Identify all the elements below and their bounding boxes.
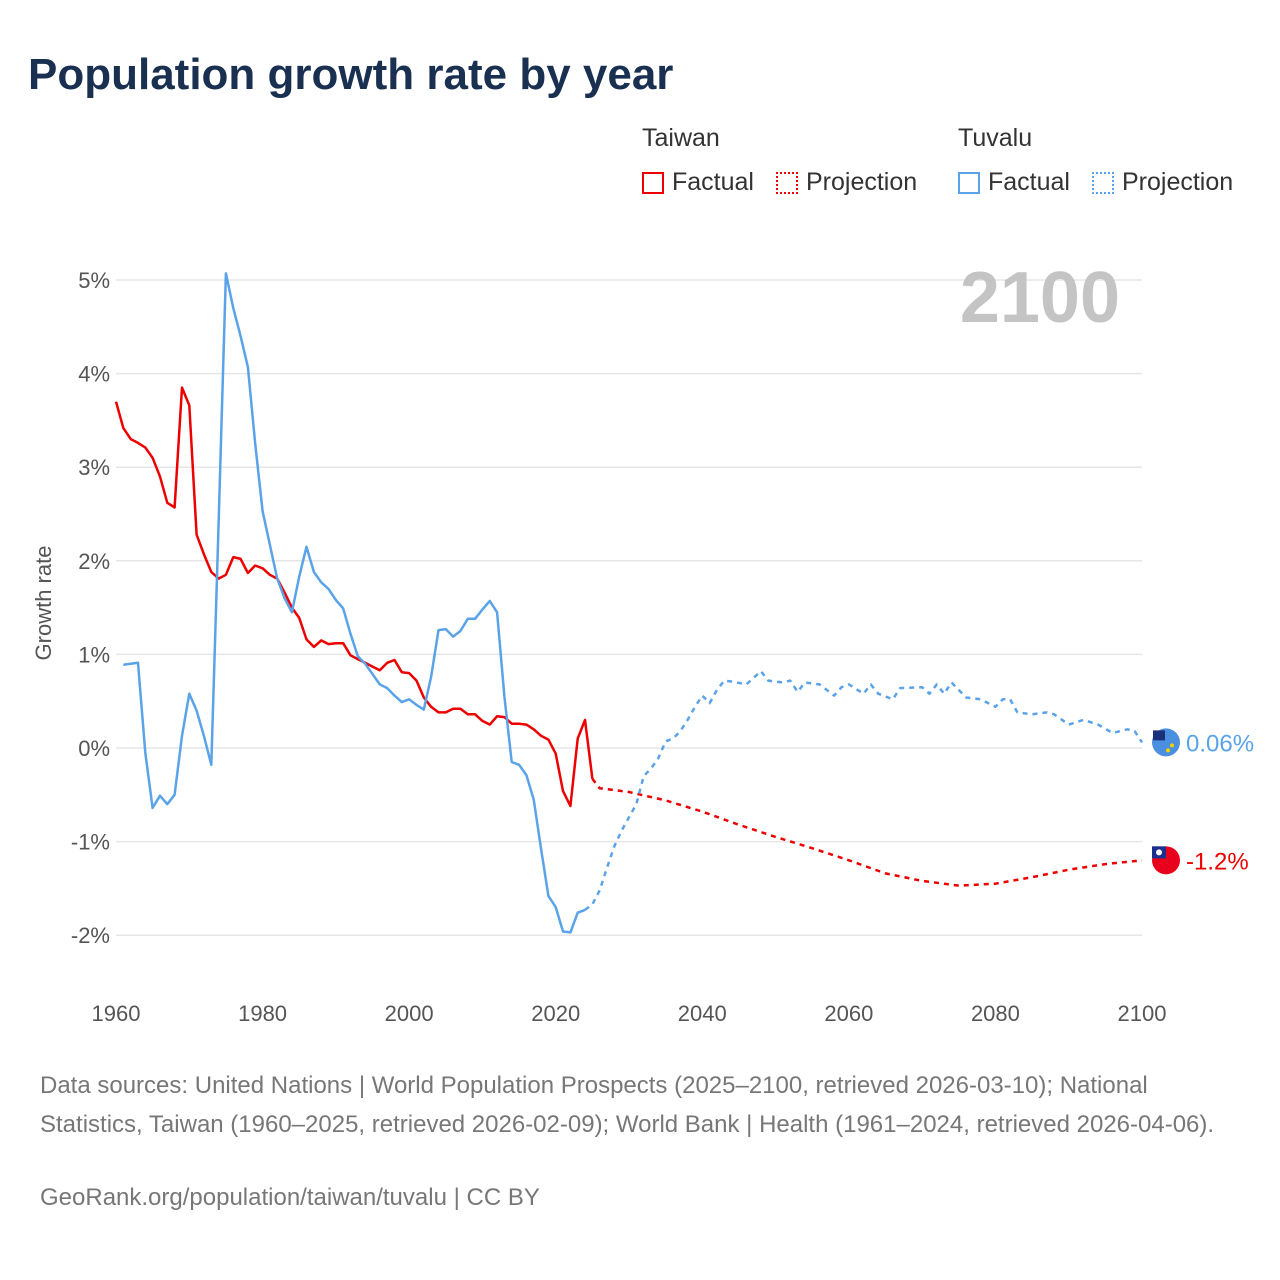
legend-label: Factual	[672, 168, 754, 196]
y-tick-label: 0%	[78, 736, 110, 761]
y-tick-label: 2%	[78, 549, 110, 574]
legend-group-tuvalu: Tuvalu	[958, 124, 1033, 152]
y-tick-label: -1%	[71, 830, 110, 855]
legend-swatch-solid	[642, 171, 664, 194]
x-tick-label: 2040	[678, 1001, 727, 1026]
end-value-label: -1.2%	[1186, 848, 1249, 875]
y-axis-label: Growth rate	[31, 546, 56, 661]
legend-tuvalu-projection[interactable]: Projection	[1092, 168, 1233, 197]
x-tick-label: 2060	[824, 1001, 873, 1026]
year-watermark: 2100	[960, 258, 1120, 338]
y-tick-label: 1%	[78, 642, 110, 667]
legend-swatch-dotted	[1092, 171, 1114, 194]
legend-taiwan-factual[interactable]: Factual	[642, 168, 754, 197]
end-value-label: 0.06%	[1186, 730, 1254, 757]
tuvalu-factual-line	[123, 272, 586, 934]
legend-label: Factual	[988, 168, 1070, 196]
y-tick-label: 4%	[78, 362, 110, 387]
legend-label: Projection	[806, 168, 918, 196]
taiwan-projection-line	[591, 778, 1143, 887]
x-tick-label: 2020	[531, 1001, 580, 1026]
x-tick-label: 2000	[385, 1001, 434, 1026]
x-tick-label: 2100	[1118, 1001, 1167, 1026]
taiwan-factual-line	[114, 386, 594, 808]
y-tick-label: -2%	[71, 923, 110, 948]
taiwan-flag-marker	[1152, 846, 1180, 875]
tuvalu-projection-line	[584, 669, 1144, 911]
y-tick-label: 5%	[78, 268, 110, 293]
data-sources: Data sources: United Nations | World Pop…	[40, 1072, 1215, 1138]
legend-swatch-solid	[958, 171, 980, 194]
x-tick-label: 1960	[92, 1001, 141, 1026]
legend-group-taiwan: Taiwan	[642, 124, 720, 152]
legend-tuvalu-factual[interactable]: Factual	[958, 168, 1070, 197]
y-tick-label: 3%	[78, 455, 110, 480]
chart-title: Population growth rate by year	[28, 50, 674, 99]
legend-swatch-dotted	[776, 171, 798, 194]
line-chart: 5% 4% 3% 2% 1% 0% -1% -2% 1960 1980 2000 2020 2040 20…	[31, 258, 1254, 1026]
legend-label: Projection	[1122, 168, 1234, 196]
credit-link[interactable]: GeoRank.org/population/taiwan/tuvalu | C…	[40, 1184, 540, 1211]
x-tick-label: 1980	[238, 1001, 287, 1026]
legend-taiwan-projection[interactable]: Projection	[776, 168, 917, 197]
x-tick-label: 2080	[971, 1001, 1020, 1026]
tuvalu-flag-marker	[1152, 728, 1180, 757]
